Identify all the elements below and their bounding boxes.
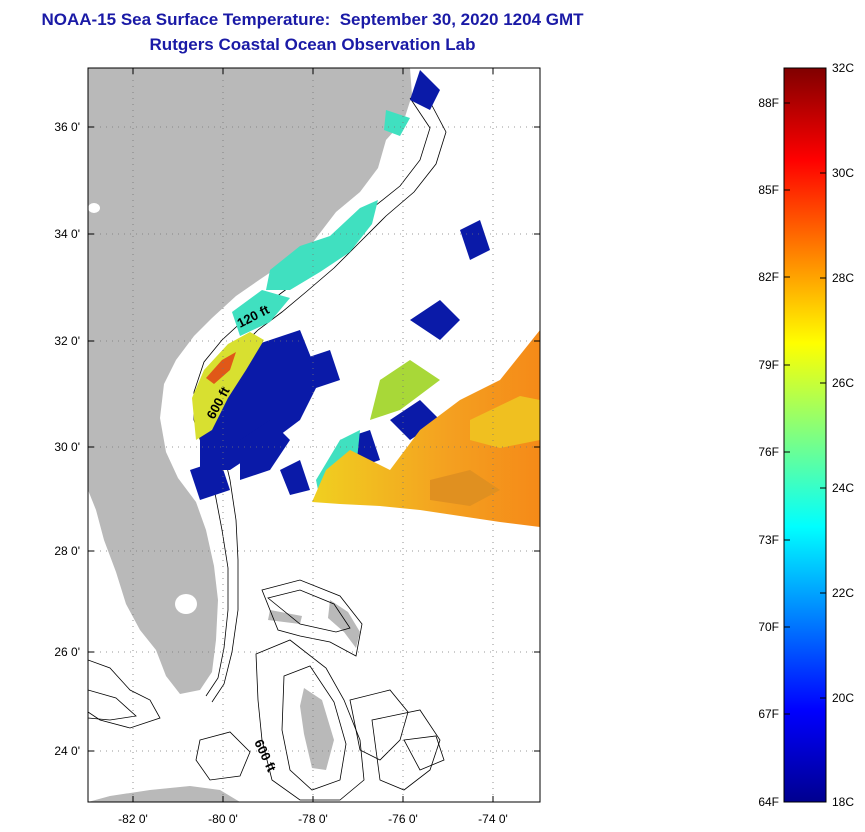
lat-label: 34 0' xyxy=(54,227,80,241)
contour-label-600ft-south: 600 ft xyxy=(251,737,279,775)
colorbar-f-label: 70F xyxy=(758,620,779,634)
lat-label: 26 0' xyxy=(54,645,80,659)
colorbar: 88F 85F 82F 79F 76F 73F 70F 67F 64F 32C … xyxy=(758,61,854,809)
land-us-coast xyxy=(88,68,412,694)
lat-label: 24 0' xyxy=(54,744,80,758)
land-bahamas-andros xyxy=(300,688,334,770)
sst-swath-warm-offshore xyxy=(312,330,540,527)
colorbar-gradient xyxy=(783,67,827,803)
graticule xyxy=(88,68,540,802)
lon-label: -74 0' xyxy=(478,812,508,826)
colorbar-f-label: 79F xyxy=(758,358,779,372)
lon-label: -80 0' xyxy=(208,812,238,826)
lat-label: 32 0' xyxy=(54,334,80,348)
colorbar-f-label: 73F xyxy=(758,533,779,547)
colorbar-c-label: 28C xyxy=(832,271,854,285)
colorbar-f-label: 64F xyxy=(758,795,779,809)
colorbar-c-label: 26C xyxy=(832,376,854,390)
map-frame xyxy=(87,67,541,803)
colorbar-c-label: 24C xyxy=(832,481,854,495)
sst-swath-warm-shelf xyxy=(192,332,264,440)
lon-label: -82 0' xyxy=(118,812,148,826)
lon-label: -76 0' xyxy=(388,812,418,826)
land-bahamas-abaco xyxy=(328,600,360,648)
lon-label: -78 0' xyxy=(298,812,328,826)
lat-label: 30 0' xyxy=(54,440,80,454)
colorbar-f-label: 82F xyxy=(758,270,779,284)
colorbar-c-label: 32C xyxy=(832,61,854,75)
lat-label: 36 0' xyxy=(54,120,80,134)
lat-label: 28 0' xyxy=(54,544,80,558)
map-subtitle: Rutgers Coastal Ocean Observation Lab xyxy=(149,35,476,54)
colorbar-c-label: 20C xyxy=(832,691,854,705)
colorbar-c-label: 18C xyxy=(832,795,854,809)
lake-okeechobee xyxy=(175,594,197,614)
colorbar-c-label: 30C xyxy=(832,166,854,180)
colorbar-f-label: 76F xyxy=(758,445,779,459)
colorbar-f-label: 85F xyxy=(758,183,779,197)
map-title: NOAA-15 Sea Surface Temperature: Septemb… xyxy=(41,10,584,29)
colorbar-f-label: 88F xyxy=(758,96,779,110)
land-cuba xyxy=(88,786,240,802)
colorbar-f-label: 67F xyxy=(758,707,779,721)
colorbar-c-label: 22C xyxy=(832,586,854,600)
